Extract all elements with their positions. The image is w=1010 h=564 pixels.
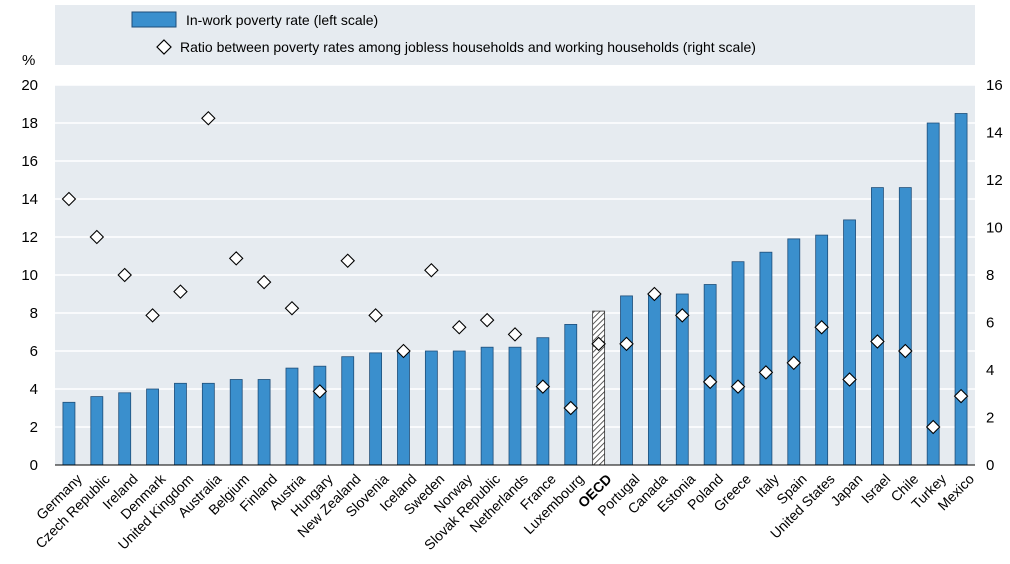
ratio-marker xyxy=(451,319,467,335)
bar xyxy=(731,261,745,466)
ratio-marker xyxy=(786,355,802,371)
ratio-marker xyxy=(674,308,690,323)
ratio-marker xyxy=(953,388,969,404)
legend: In-work poverty rate (left scale) Ratio … xyxy=(55,5,975,65)
ratio-marker xyxy=(842,372,857,387)
y-left-tick-label: 4 xyxy=(30,381,38,398)
bar xyxy=(313,365,327,466)
y-left-tick-label: 10 xyxy=(21,267,38,284)
bar xyxy=(369,352,383,466)
ratio-marker xyxy=(228,251,244,266)
y-left-tick-label: 6 xyxy=(30,343,38,360)
bar xyxy=(452,350,466,466)
ratio-marker xyxy=(563,400,579,416)
ratio-marker xyxy=(730,379,746,394)
ratio-marker xyxy=(145,308,160,323)
bar xyxy=(926,122,940,466)
ratio-markers xyxy=(61,110,969,435)
y-axis-right: 0 2 4 6 8 10 12 14 16 xyxy=(986,77,1003,474)
bar xyxy=(647,293,661,466)
bar xyxy=(480,346,494,466)
y-right-tick-label: 0 xyxy=(986,457,994,474)
y-right-tick-label: 8 xyxy=(986,267,994,284)
bar xyxy=(146,388,159,466)
ratio-marker xyxy=(89,229,105,245)
y-left-tick-label: 20 xyxy=(21,77,38,94)
ratio-marker xyxy=(814,319,829,335)
ratio-marker xyxy=(870,334,885,349)
legend-background xyxy=(55,5,975,65)
y-right-tick-label: 6 xyxy=(986,315,994,332)
y-right-tick-label: 10 xyxy=(986,220,1003,237)
ratio-marker xyxy=(535,379,551,394)
bar xyxy=(564,323,578,466)
bar xyxy=(536,337,550,466)
bar xyxy=(787,238,801,466)
bars xyxy=(62,113,968,466)
ratio-marker xyxy=(925,419,941,435)
bar xyxy=(620,295,633,466)
y-left-tick-label: 0 xyxy=(30,457,38,474)
bar xyxy=(397,350,410,466)
bar xyxy=(90,396,104,466)
legend-diamond-label: Ratio between poverty rates among jobles… xyxy=(180,39,756,55)
ratio-marker xyxy=(702,374,718,390)
ratio-marker xyxy=(61,191,77,207)
y-right-tick-label: 16 xyxy=(986,77,1003,94)
ratio-marker xyxy=(898,343,913,359)
y-left-tick-label: 14 xyxy=(21,191,38,208)
ratio-marker xyxy=(758,365,774,380)
ratio-marker xyxy=(507,327,523,342)
legend-bar-label: In-work poverty rate (left scale) xyxy=(186,12,378,28)
ratio-marker xyxy=(619,336,634,352)
ratio-marker xyxy=(424,262,439,278)
y-left-unit-label: % xyxy=(22,52,35,69)
bar xyxy=(508,346,522,466)
ratio-marker xyxy=(312,384,328,399)
bar xyxy=(424,350,438,466)
ratio-marker xyxy=(591,336,606,352)
bar xyxy=(229,379,243,466)
bar xyxy=(285,367,299,466)
y-left-tick-label: 2 xyxy=(30,419,38,436)
bar xyxy=(898,187,912,466)
ratio-marker xyxy=(201,110,216,126)
bar xyxy=(871,187,884,466)
y-left-tick-label: 16 xyxy=(21,153,38,170)
bar xyxy=(257,379,271,466)
ratio-marker xyxy=(284,300,300,316)
legend-bar-swatch xyxy=(131,11,177,28)
y-left-tick-label: 12 xyxy=(21,229,38,246)
y-right-tick-label: 12 xyxy=(986,172,1003,189)
ratio-marker xyxy=(117,267,132,283)
bar xyxy=(201,382,215,466)
bar xyxy=(592,310,606,466)
y-right-tick-label: 14 xyxy=(986,125,1003,142)
bar xyxy=(954,113,968,466)
ratio-marker xyxy=(340,253,356,269)
y-left-tick-label: 18 xyxy=(21,115,38,132)
bar xyxy=(341,356,355,466)
bar xyxy=(62,401,76,466)
bar xyxy=(759,251,773,466)
y-axis-left: 0 2 4 6 8 10 12 14 16 18 20 xyxy=(21,77,38,474)
ratio-marker xyxy=(479,312,495,328)
ratio-marker xyxy=(647,286,662,302)
ratio-marker xyxy=(396,343,411,359)
bar xyxy=(174,382,187,466)
y-right-tick-label: 2 xyxy=(986,410,994,427)
ratio-marker xyxy=(256,274,272,290)
x-tick-label: Japan xyxy=(827,471,865,509)
legend-diamond-marker xyxy=(156,39,172,55)
ratio-marker xyxy=(173,284,188,299)
bar xyxy=(843,219,856,466)
bar xyxy=(118,392,132,466)
y-right-tick-label: 4 xyxy=(986,362,994,379)
x-tick-label: Israel xyxy=(858,471,894,507)
bar xyxy=(815,234,829,466)
ratio-marker xyxy=(368,308,383,323)
y-left-tick-label: 8 xyxy=(30,305,38,322)
